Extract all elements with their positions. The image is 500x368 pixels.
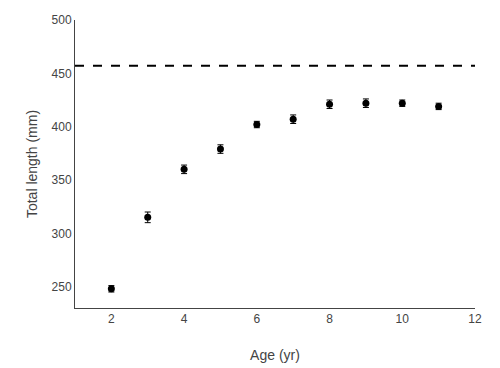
svg-text:350: 350 (52, 173, 72, 187)
svg-text:2: 2 (108, 312, 115, 326)
svg-text:4: 4 (181, 312, 188, 326)
svg-text:Age (yr): Age (yr) (250, 347, 300, 363)
svg-text:6: 6 (253, 312, 260, 326)
svg-text:250: 250 (52, 280, 72, 294)
svg-text:500: 500 (52, 13, 72, 27)
svg-text:450: 450 (52, 67, 72, 81)
svg-text:300: 300 (52, 227, 72, 241)
svg-text:Total length (mm): Total length (mm) (24, 110, 40, 218)
svg-text:400: 400 (52, 120, 72, 134)
svg-text:8: 8 (326, 312, 333, 326)
svg-text:10: 10 (396, 312, 410, 326)
svg-text:12: 12 (468, 312, 482, 326)
